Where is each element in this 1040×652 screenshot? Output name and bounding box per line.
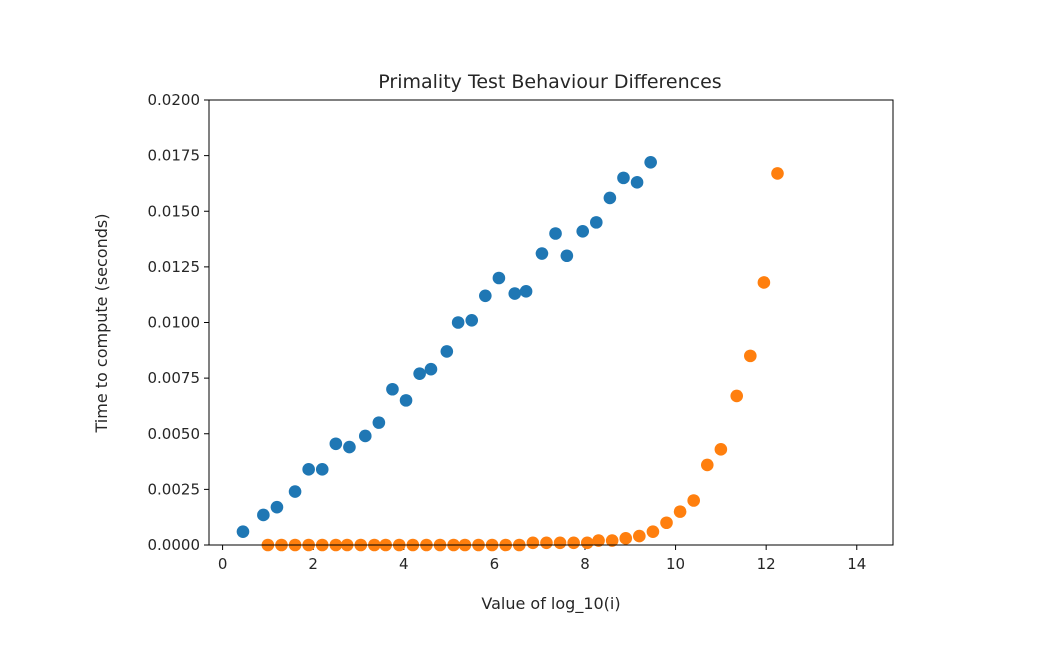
data-point-series-1 bbox=[236, 525, 250, 538]
x-tick-label: 4 bbox=[399, 555, 409, 573]
data-point-series-2 bbox=[605, 534, 619, 547]
data-point-series-1 bbox=[372, 416, 386, 429]
data-point-series-1 bbox=[302, 463, 315, 476]
x-tick-label: 2 bbox=[308, 555, 318, 573]
data-point-series-1 bbox=[576, 224, 590, 238]
data-point-series-1 bbox=[465, 313, 479, 327]
data-point-series-2 bbox=[526, 536, 540, 550]
data-point-series-1 bbox=[288, 485, 302, 498]
axis-ticks: 0 2 4 6 8 10 12 14 0.0000 0.0025 0.0050 0.0075 0.010… bbox=[148, 91, 867, 573]
data-point-series-1 bbox=[644, 156, 657, 169]
data-point-series-1 bbox=[549, 227, 562, 240]
y-tick-label: 0.0000 bbox=[148, 536, 201, 554]
data-point-series-2 bbox=[567, 536, 580, 550]
chart-title: Primality Test Behaviour Differences bbox=[378, 71, 721, 93]
data-point-series-1 bbox=[329, 437, 343, 451]
data-points bbox=[236, 156, 784, 552]
y-tick-label: 0.0050 bbox=[148, 425, 201, 443]
data-point-series-1 bbox=[386, 382, 399, 396]
y-tick-label: 0.0100 bbox=[148, 314, 201, 332]
y-tick-label: 0.0075 bbox=[148, 369, 201, 387]
x-tick-label: 12 bbox=[757, 555, 776, 573]
data-point-series-1 bbox=[424, 362, 438, 376]
data-point-series-2 bbox=[660, 516, 673, 530]
x-axis-label: Value of log_10(i) bbox=[481, 594, 620, 614]
data-point-series-2 bbox=[744, 349, 757, 363]
data-point-series-2 bbox=[730, 389, 744, 403]
data-point-series-1 bbox=[413, 367, 426, 380]
x-tick-label: 0 bbox=[218, 555, 228, 573]
data-point-series-1 bbox=[257, 508, 270, 522]
data-point-series-1 bbox=[603, 191, 617, 205]
plot-frame bbox=[208, 99, 894, 546]
data-point-series-1 bbox=[358, 429, 372, 443]
data-point-series-2 bbox=[553, 536, 567, 550]
data-point-series-1 bbox=[519, 285, 533, 298]
data-point-series-1 bbox=[451, 316, 465, 329]
data-point-series-1 bbox=[535, 247, 549, 260]
data-point-series-2 bbox=[540, 536, 553, 550]
data-point-series-2 bbox=[633, 529, 646, 543]
data-point-series-1 bbox=[492, 271, 506, 285]
data-point-series-1 bbox=[315, 463, 329, 476]
data-point-series-1 bbox=[270, 500, 284, 514]
data-point-series-1 bbox=[560, 249, 574, 263]
y-tick-label: 0.0200 bbox=[148, 91, 201, 109]
data-point-series-1 bbox=[617, 171, 630, 185]
data-point-series-2 bbox=[700, 458, 714, 472]
data-point-series-2 bbox=[771, 167, 784, 180]
y-axis-label: Time to compute (seconds) bbox=[92, 214, 111, 434]
x-tick-label: 6 bbox=[490, 555, 500, 573]
y-tick-label: 0.0125 bbox=[148, 258, 201, 276]
x-tick-label: 14 bbox=[847, 555, 866, 573]
data-point-series-1 bbox=[508, 287, 522, 300]
y-tick-label: 0.0150 bbox=[148, 202, 201, 220]
data-point-series-2 bbox=[580, 536, 594, 550]
y-tick-label: 0.0175 bbox=[148, 147, 201, 165]
data-point-series-1 bbox=[343, 440, 356, 454]
data-point-series-2 bbox=[714, 443, 728, 456]
data-point-series-2 bbox=[646, 525, 660, 538]
data-point-series-1 bbox=[399, 394, 413, 407]
data-point-series-2 bbox=[687, 494, 700, 507]
y-tick-label: 0.0025 bbox=[148, 480, 201, 498]
data-point-series-2 bbox=[757, 276, 771, 289]
x-tick-label: 10 bbox=[666, 555, 685, 573]
data-point-series-2 bbox=[592, 534, 605, 547]
data-point-series-1 bbox=[440, 345, 454, 358]
data-point-series-1 bbox=[479, 289, 492, 303]
data-point-series-2 bbox=[673, 505, 687, 518]
data-point-series-1 bbox=[589, 216, 603, 229]
x-tick-label: 8 bbox=[580, 555, 590, 573]
data-point-series-2 bbox=[619, 532, 633, 545]
data-point-series-1 bbox=[630, 176, 644, 189]
